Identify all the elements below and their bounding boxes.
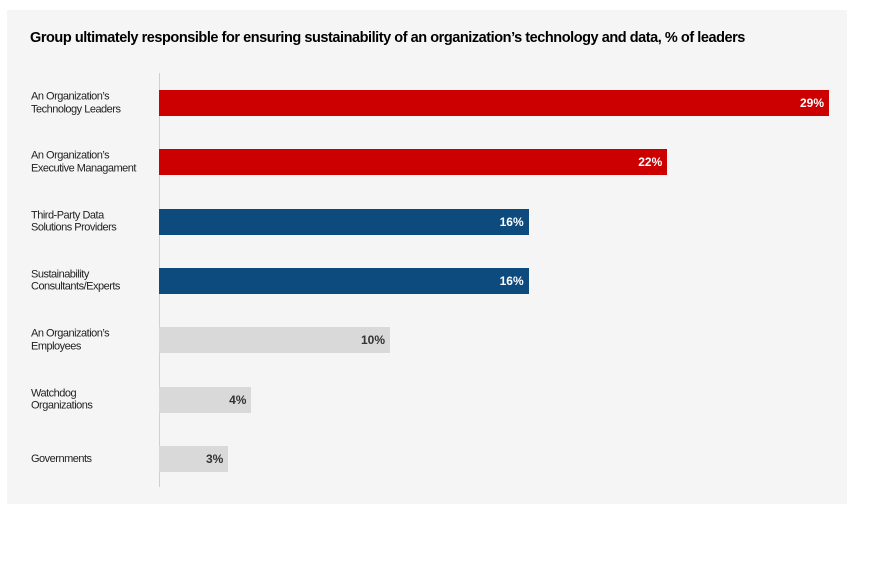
bar-row: Third-Party Data Solutions Providers 16% — [7, 208, 847, 235]
bar: 16% — [159, 267, 529, 294]
category-label: Governments — [31, 452, 92, 465]
category-label: An Organization’s Technology Leaders — [31, 90, 121, 116]
bar-row: An Organization’s Executive Managament 22… — [7, 149, 847, 176]
category-label: Sustainability Consultants/Experts — [31, 268, 120, 293]
bar-row: Sustainability Consultants/Experts 16% — [7, 267, 847, 294]
value-label: 3% — [205, 451, 224, 466]
bar-row: An Organization’s Employees 10% — [7, 327, 847, 354]
bar: 4% — [159, 386, 252, 413]
bar: 10% — [159, 327, 391, 354]
chart-title: Group ultimately responsible for ensurin… — [30, 30, 745, 46]
category-label: Watchdog Organizations — [31, 387, 93, 412]
bar: 3% — [159, 445, 229, 472]
value-label: 29% — [799, 96, 824, 110]
value-label: 10% — [361, 333, 386, 348]
chart-panel: Group ultimately responsible for ensurin… — [7, 10, 847, 504]
value-label: 16% — [499, 214, 524, 229]
category-label: An Organization’s Employees — [31, 327, 110, 353]
bar: 22% — [159, 149, 668, 176]
category-label: An Organization’s Executive Managament — [31, 149, 136, 175]
bar: 29% — [159, 90, 829, 116]
bar-row: Watchdog Organizations 4% — [7, 386, 847, 413]
bar-row: Governments 3% — [7, 445, 847, 472]
value-label: 16% — [499, 273, 524, 288]
bar: 16% — [159, 208, 529, 235]
value-label: 22% — [638, 155, 663, 170]
value-label: 4% — [229, 392, 247, 407]
category-label: Third-Party Data Solutions Providers — [31, 209, 117, 234]
bar-row: An Organization’s Technology Leaders 29% — [7, 90, 847, 116]
